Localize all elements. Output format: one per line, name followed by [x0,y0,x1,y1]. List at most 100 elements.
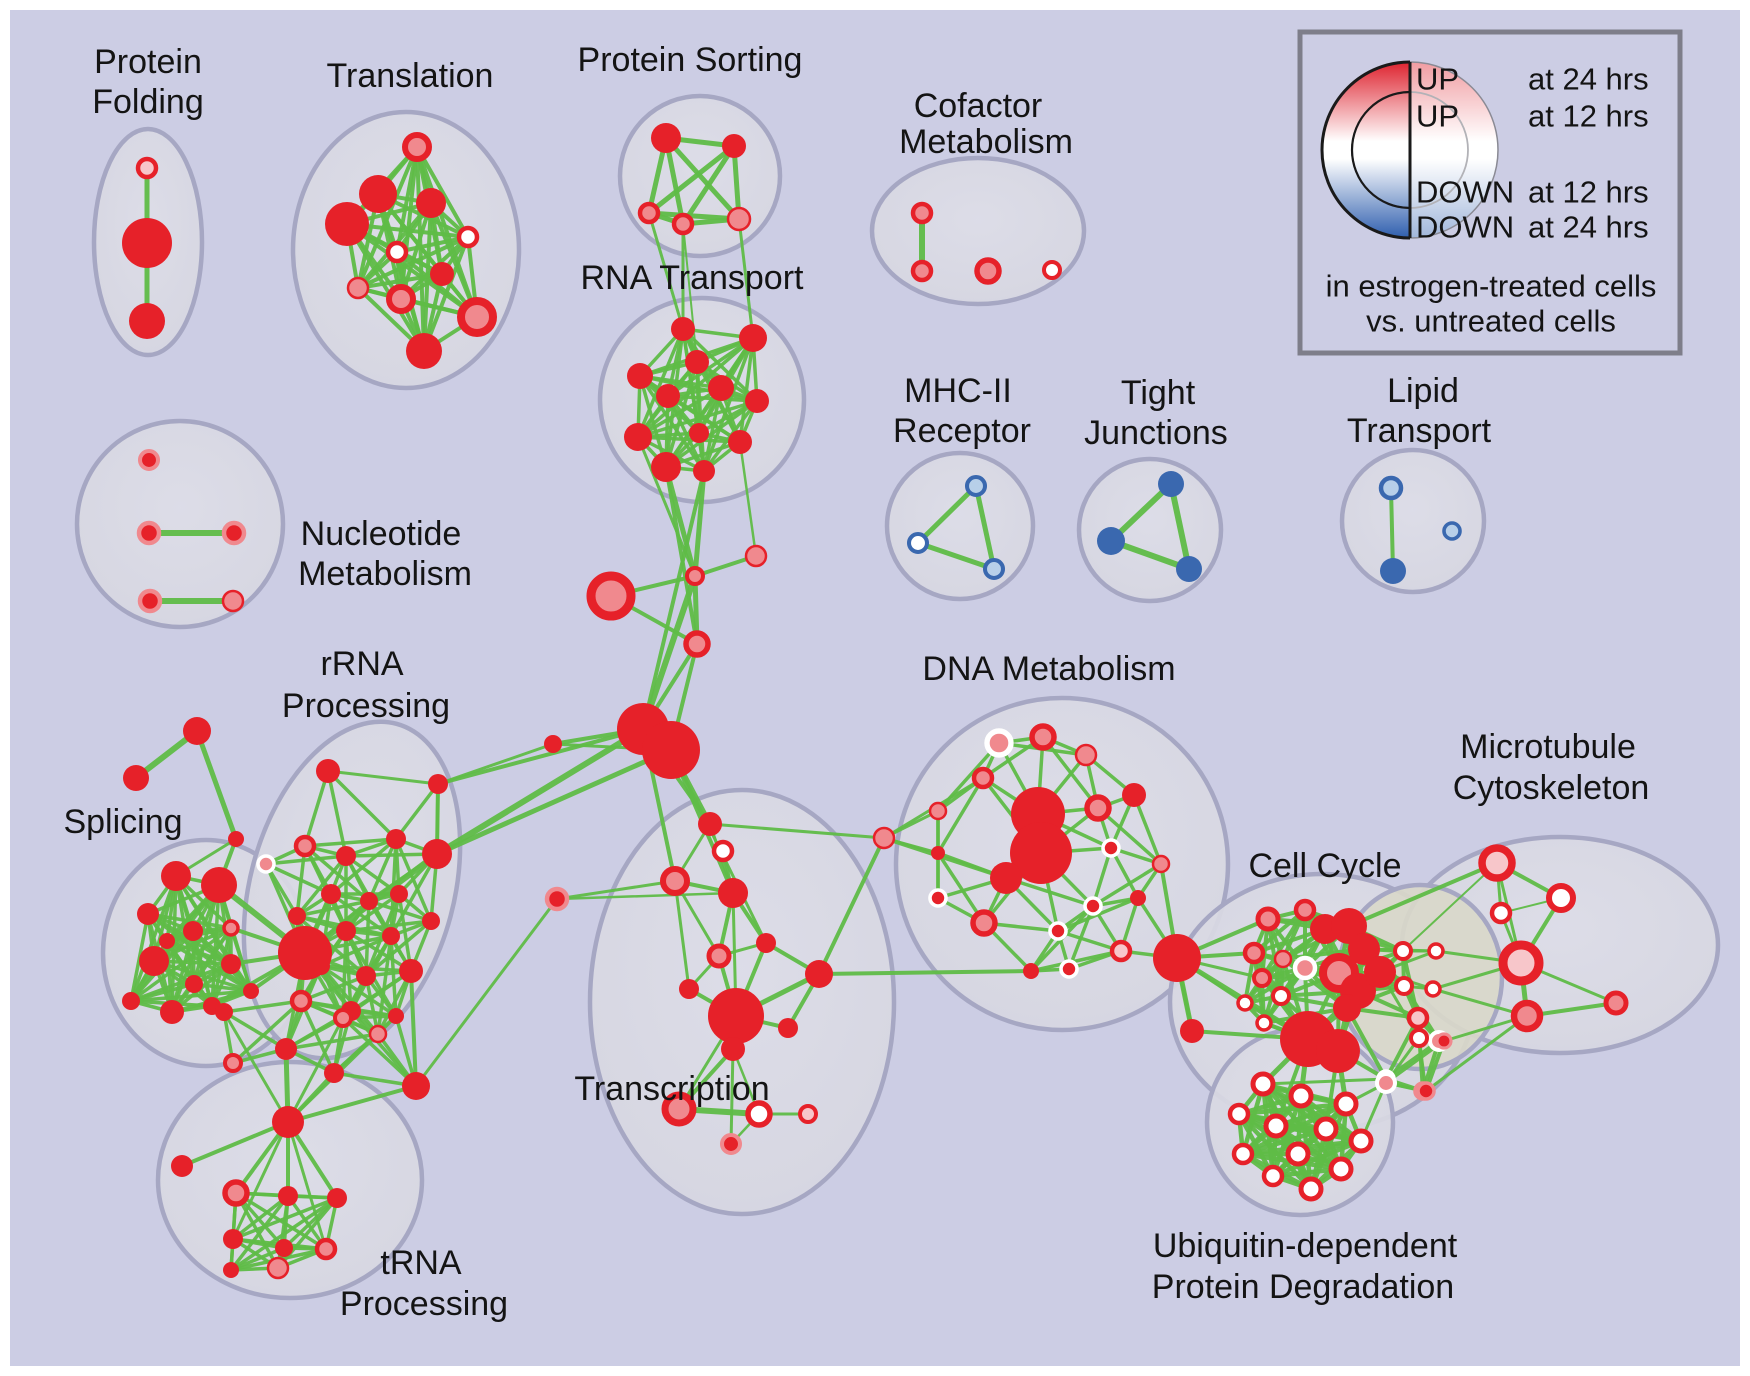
node-cellcycle-14 [1333,994,1361,1022]
edge-bridge [436,742,555,786]
edge-bridge [664,465,699,646]
node-rrna-24 [368,1024,388,1044]
node-lipid_transport-2 [1442,521,1462,541]
edge-rna_transport [738,336,755,444]
edge-rna_transport [666,394,759,403]
node-rna_transport-10 [651,452,681,482]
node-rrna-17 [289,989,313,1013]
node-dna-0 [984,728,1014,758]
node-microtubule-3 [1427,942,1445,960]
node-dna-6 [1122,783,1146,807]
node-rrna-25 [324,1063,344,1083]
node-cofactor-2 [974,257,1002,285]
edge-rrna [389,852,439,938]
node-rrna-8 [360,892,378,910]
node-splicing-2 [228,831,244,847]
node-microtubule-4 [1498,940,1544,986]
edge-rna_transport [666,394,742,444]
node-rrna-20 [215,1003,233,1021]
node-dna-4 [928,801,948,821]
legend-time-3: at 24 hrs [1528,210,1649,245]
edge-bridge [817,969,1033,976]
edge-tight_junctions [1168,481,1192,572]
cluster-label-ubiquitin: Ubiquitin-dependent [1153,1227,1458,1265]
node-transcription-3 [718,878,748,908]
node-microtubule-0 [1478,844,1516,882]
edge-transcription [708,822,886,840]
node-cellcycle-19 [1406,1006,1430,1030]
edge-mhc [915,540,997,572]
node-translation-0 [402,132,432,162]
node-dna-18 [1109,939,1133,963]
node-cellcycle-1 [1293,898,1317,922]
node-dna-16 [1130,890,1146,906]
node-protein_sorting-2 [637,201,661,225]
node-rrna-26 [402,1072,430,1100]
node-dna-9 [1010,822,1072,884]
edge-transcription [729,1047,735,1146]
node-protein_folding-1 [122,218,172,268]
node-cellcycle-6 [1271,986,1291,1006]
edge-protein_sorting [646,143,737,216]
cluster-label-trna: tRNA [380,1244,462,1282]
node-protein_sorting-1 [722,134,746,158]
node-ubiquitin-3 [1227,1102,1251,1126]
edge-rrna [303,769,330,848]
cluster-ellipse-tight_junctions [1076,456,1224,604]
node-splicing-8 [139,946,169,976]
edge-protein_sorting [663,135,742,222]
edge-mhc [915,483,979,546]
node-transcription-5 [872,826,896,850]
node-dna-19 [1059,959,1079,979]
edge-bridge [434,726,646,857]
edge-rrna [394,782,440,841]
node-transcription-15 [798,1104,818,1124]
edge-translation [356,272,444,290]
node-rrna-1 [293,834,317,858]
node-rrna-19 [388,1008,404,1024]
edge-dna [1091,846,1113,908]
cluster-label-nucleotide: Nucleotide [301,515,462,553]
edge-rna_transport [636,435,742,444]
node-trna-2 [222,1179,250,1207]
node-splicing-14 [243,983,259,999]
edge-rrna [344,929,413,973]
cluster-label-cofactor-1: Metabolism [899,123,1073,161]
node-splicing-6 [183,921,203,941]
node-dna-11 [1101,838,1121,858]
edge-splicing [165,939,233,966]
node-rrna-10 [288,907,306,925]
node-cellcycle-18 [1394,976,1414,996]
node-cellcycle-7 [1236,994,1254,1012]
node-microtubule-7 [1603,990,1629,1016]
node-rna_transport-8 [689,423,709,443]
node-ubiquitin-10 [1261,1164,1285,1188]
node-dna-3 [971,766,995,790]
cluster-label-splicing: Splicing [63,803,182,841]
cluster-label-rrna: rRNA [320,645,403,683]
node-tight_junctions-2 [1176,556,1202,582]
node-splicing-12 [160,1000,184,1024]
edge-bridge [436,727,645,786]
node-splicing-4 [201,867,237,903]
node-rna_transport-2 [627,363,653,389]
edge-rna_transport [638,374,706,473]
edge-trna [229,1196,339,1272]
node-ubiquitin-4 [1263,1113,1289,1139]
edge-rrna [409,969,418,1088]
edge-bridge [692,468,707,579]
edge-rrna [319,964,380,1036]
edge-rna_transport [636,386,723,439]
node-dna-10 [990,862,1022,894]
edge-transcription [555,891,735,901]
edge-rrna [329,892,393,938]
edge-bridge [737,217,755,340]
legend-caption-0: in estrogen-treated cells [1326,269,1657,304]
node-lipid_transport-0 [1378,475,1404,501]
nodes-layer [122,123,1629,1280]
legend-direction-0: UP [1416,62,1459,97]
edge-bridge [222,1010,290,1124]
node-translation-5 [385,240,409,264]
node-transcription-4 [544,886,570,912]
node-cellcycle-2 [1242,941,1266,965]
